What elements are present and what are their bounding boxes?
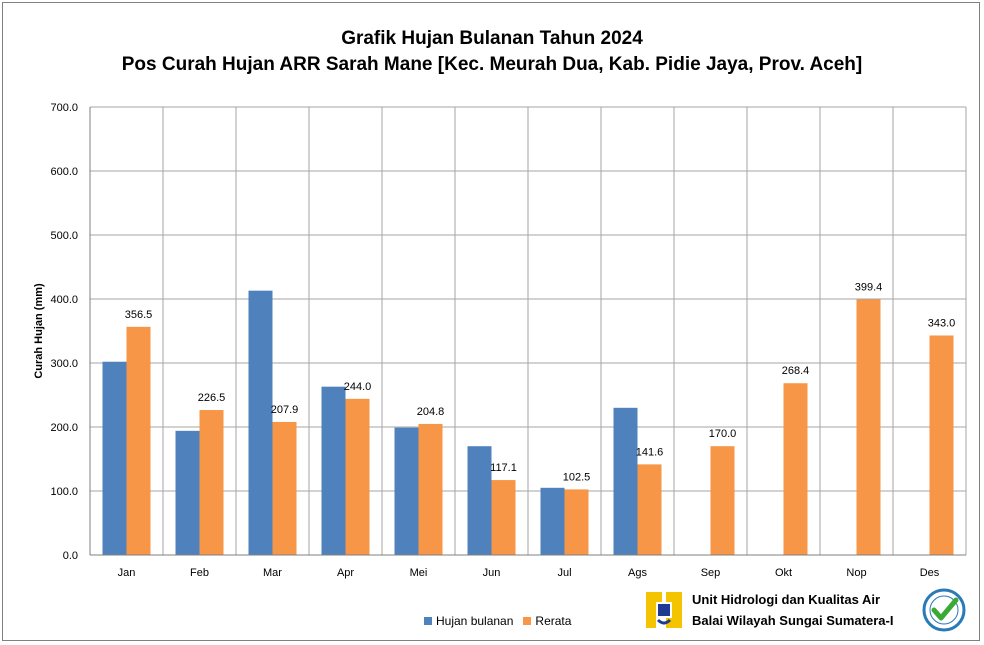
chart-subtitle: Pos Curah Hujan ARR Sarah Mane [Kec. Meu… [121,54,863,75]
x-tick-label: Nop [846,567,866,579]
footer-line1: Unit Hidrologi dan Kualitas Air [692,592,881,607]
y-tick-label: 0.0 [63,550,78,562]
data-label-rerata: 268.4 [782,365,810,377]
bar-rerata [418,423,443,555]
legend-item-rerata: Rerata [523,614,571,628]
x-tick-label: Jan [118,567,136,579]
bar-rerata [491,480,516,555]
x-tick-label: Apr [337,567,354,579]
legend-swatch-hujan [424,617,432,625]
y-tick-label: 200.0 [50,422,78,434]
data-label-rerata: 399.4 [855,281,883,293]
bar-rerata [783,383,808,555]
bar-rerata [345,398,370,555]
bar-hujan-bulanan [321,386,346,555]
x-tick-label: Mar [263,567,282,579]
bar-rerata [929,335,954,555]
legend-swatch-rerata [523,617,532,625]
x-tick-label: Ags [628,567,647,579]
footer-line2: Balai Wilayah Sungai Sumatera-I [692,613,894,628]
bar-rerata [710,446,735,555]
bar-rerata [637,464,662,555]
y-tick-label: 300.0 [50,358,78,370]
institution-footer: Unit Hidrologi dan Kualitas Air Balai Wi… [644,588,974,632]
data-label-rerata: 244.0 [344,381,372,393]
bar-hujan-bulanan [248,290,273,555]
x-tick-label: Jun [483,567,501,579]
labels-layer: 356.5 226.5 207.9 244.0 204.8 117.1 102.5 141.6… [125,281,956,483]
bar-rerata [272,421,297,555]
bar-hujan-bulanan [467,446,492,555]
x-tick-label: Mei [410,567,428,579]
bar-rerata [856,299,881,555]
legend-item-hujan: Hujan bulanan [424,614,513,628]
y-tick-label: 400.0 [50,294,78,306]
x-tick-label: Sep [701,567,721,579]
chart-title: Grafik Hujan Bulanan Tahun 2024 [341,28,643,49]
x-tick-label: Okt [775,567,792,579]
data-label-rerata: 356.5 [125,309,153,321]
grid-layer [89,106,967,556]
y-tick-label: 500.0 [50,230,78,242]
pu-logo-icon [644,590,684,630]
data-label-rerata: 141.6 [636,446,664,458]
legend: Hujan bulanan Rerata [424,614,581,628]
x-tick-label: Des [920,567,940,579]
legend-label-rerata: Rerata [535,614,572,628]
y-tick-label: 100.0 [50,486,78,498]
bar-rerata [199,410,224,555]
data-label-rerata: 343.0 [928,317,956,329]
data-label-rerata: 170.0 [709,428,737,440]
bar-rerata [126,326,151,555]
data-label-rerata: 204.8 [417,406,445,418]
y-axis-label: Curah Hujan (mm) [33,283,45,379]
legend-label-hujan: Hujan bulanan [436,614,514,628]
y-tick-label: 700.0 [50,102,78,114]
certified-badge-icon [922,588,966,632]
data-label-rerata: 207.9 [271,404,299,416]
x-tick-label: Feb [190,567,209,579]
bar-hujan-bulanan [613,407,638,555]
bar-hujan-bulanan [175,430,200,555]
y-tick-label: 600.0 [50,166,78,178]
data-label-rerata: 102.5 [563,471,591,483]
bar-hujan-bulanan [102,361,127,555]
bars-layer [102,290,954,555]
x-tick-label: Jul [557,567,571,579]
axis-layer: 0.0 100.0 200.0 300.0 400.0 500.0 600.0 700.0 Ja… [50,102,966,579]
data-label-rerata: 117.1 [490,462,517,474]
bar-hujan-bulanan [394,427,419,555]
bar-hujan-bulanan [540,487,565,555]
data-label-rerata: 226.5 [198,392,226,404]
bar-rerata [564,489,589,555]
